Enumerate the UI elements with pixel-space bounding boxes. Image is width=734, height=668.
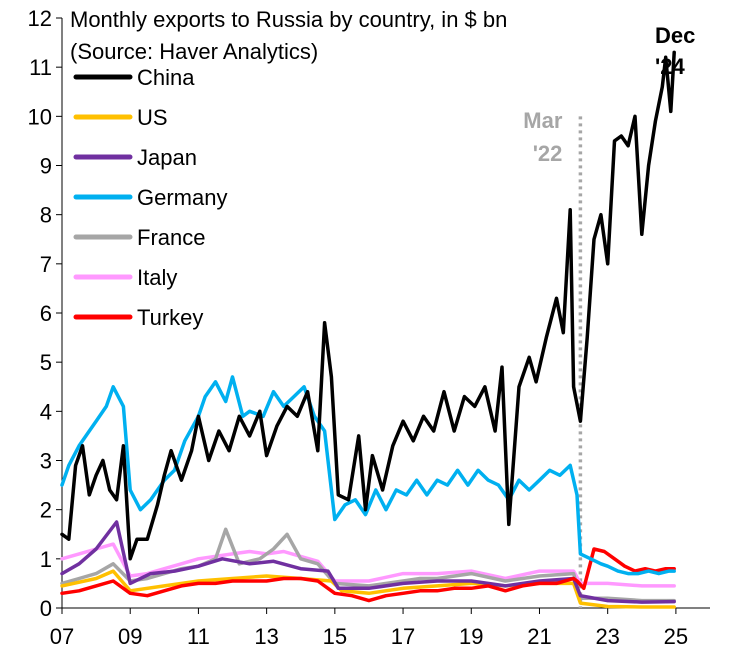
title-layer: Monthly exports to Russia by country, in… <box>70 7 507 64</box>
legend-label: Germany <box>137 185 227 210</box>
legend-label: US <box>137 105 168 130</box>
legend-label: France <box>137 225 205 250</box>
legend-item-china: China <box>73 65 195 90</box>
series-layer <box>60 50 676 609</box>
legend-item-france: France <box>73 225 205 250</box>
series-line-us <box>60 569 676 609</box>
legend-item-turkey: Turkey <box>73 305 203 330</box>
series-line-germany <box>60 375 676 576</box>
annotation-label-dec-24: '24 <box>655 54 685 79</box>
y-tick-label: 1 <box>40 547 52 572</box>
legend-item-us: US <box>73 105 168 130</box>
legend-item-italy: Italy <box>73 265 177 290</box>
y-tick-label: 10 <box>28 104 52 129</box>
series-line-turkey <box>60 547 676 603</box>
chart-subtitle: (Source: Haver Analytics) <box>70 39 318 64</box>
y-tick-label: 3 <box>40 449 52 474</box>
series-line-italy <box>60 542 676 588</box>
x-tick-label: 15 <box>323 624 347 649</box>
x-tick-label: 13 <box>254 624 278 649</box>
x-tick-label: 19 <box>459 624 483 649</box>
series-line-france <box>60 527 676 603</box>
x-tick-label: 11 <box>187 624 210 649</box>
annotations: Mar '22 Dec '24 <box>523 23 695 608</box>
y-tick-label: 5 <box>40 350 52 375</box>
y-tick-label: 2 <box>40 498 52 523</box>
annotation-label-dec-24: Dec <box>655 23 695 48</box>
legend-item-japan: Japan <box>73 145 197 170</box>
y-tick-label: 11 <box>29 55 52 80</box>
chart-title: Monthly exports to Russia by country, in… <box>70 7 507 32</box>
annotation-label-mar-22: Mar <box>523 108 563 133</box>
x-tick-label: 07 <box>50 624 74 649</box>
y-tick-label: 9 <box>40 154 52 179</box>
legend-label: Italy <box>137 265 177 290</box>
y-tick-label: 8 <box>40 203 52 228</box>
legend: China US Japan Germany France Italy Turkey <box>73 65 227 330</box>
x-tick-label: 09 <box>118 624 142 649</box>
y-tick-label: 0 <box>40 596 52 621</box>
series-line-china <box>60 50 676 561</box>
annotation-label-mar-22: '22 <box>533 141 563 166</box>
legend-label: China <box>137 65 195 90</box>
x-tick-label: 17 <box>391 624 415 649</box>
x-tick-label: 23 <box>595 624 619 649</box>
y-tick-label: 7 <box>40 252 52 277</box>
x-tick-label: 21 <box>527 624 551 649</box>
x-tick-label: 25 <box>664 624 688 649</box>
y-tick-label: 12 <box>28 6 52 31</box>
series-line-japan <box>60 520 676 604</box>
y-tick-label: 6 <box>40 301 52 326</box>
y-tick-label: 4 <box>40 399 52 424</box>
legend-label: Turkey <box>137 305 203 330</box>
legend-label: Japan <box>137 145 197 170</box>
legend-item-germany: Germany <box>73 185 227 210</box>
